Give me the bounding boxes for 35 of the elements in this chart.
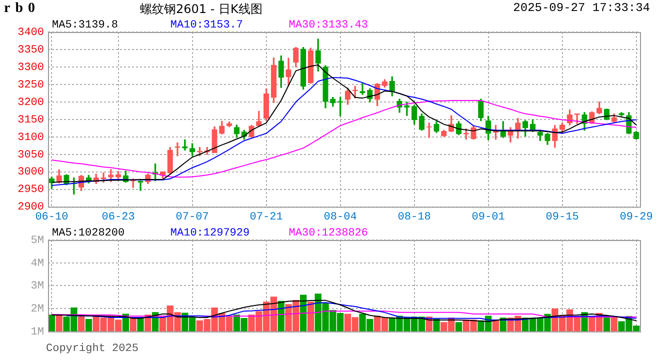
chart-subtitle: 2025-09-27 17:33:34 <box>513 1 650 15</box>
x-tick-label: 09-15 <box>546 211 579 224</box>
x-tick-label: 06-23 <box>102 211 135 224</box>
x-tick-label: 07-07 <box>176 211 209 224</box>
x-tick-label: 09-01 <box>472 211 506 224</box>
y-tick-label: 2950 <box>18 184 44 196</box>
text: MA10:3153.7 <box>170 19 244 32</box>
y-tick-label: 3400 <box>18 26 44 39</box>
y-tick-label: 3000 <box>18 166 44 179</box>
x-tick-label: 06-10 <box>35 211 68 224</box>
text: MA30:3133.43 <box>288 19 368 32</box>
text: MA30:1238826 <box>288 227 368 240</box>
x-tick-label: 07-21 <box>250 211 284 224</box>
y-tick-label: 3050 <box>18 149 44 162</box>
y-tick-label: 2M <box>30 303 44 316</box>
y-tick-label: 3250 <box>18 79 44 92</box>
y-tick-label: 3M <box>30 280 44 293</box>
y-tick-label: 1M <box>30 326 44 338</box>
x-tick-label: 09-29 <box>620 211 653 224</box>
text: MA10:1297929 <box>170 227 250 240</box>
y-tick-label: 3300 <box>18 62 44 74</box>
x-tick-label: 08-04 <box>324 211 358 224</box>
chart-title: 螺纹钢2601 - 日K线图 <box>140 1 262 18</box>
text: Copyright 2025 <box>46 343 138 355</box>
y-tick-label: 3100 <box>18 132 44 144</box>
y-tick-label: 3350 <box>18 44 44 56</box>
y-tick-label: 3150 <box>18 114 44 126</box>
text: MA5:3139.8 <box>52 19 118 32</box>
candlestick <box>174 142 180 156</box>
y-tick-label: 3200 <box>18 96 44 109</box>
text: MA5:1028200 <box>52 227 125 240</box>
y-tick-label: 4M <box>30 258 44 270</box>
text: rb0 <box>4 1 40 17</box>
y-tick-label: 5M <box>30 234 44 247</box>
x-tick-label: 08-18 <box>398 211 431 224</box>
